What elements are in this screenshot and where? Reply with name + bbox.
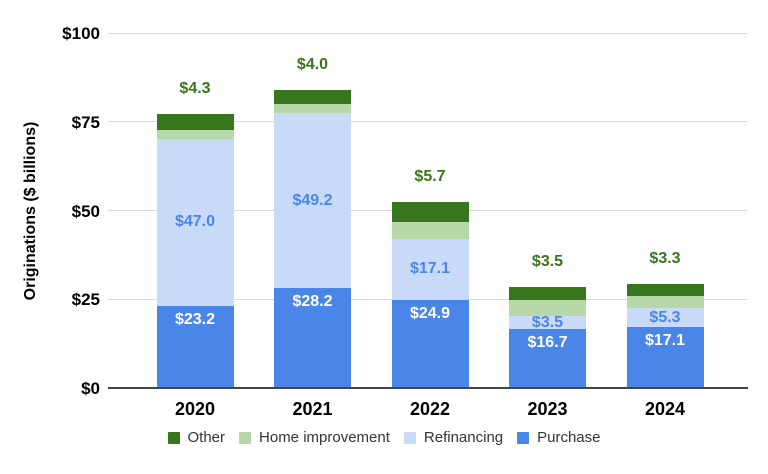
other-value-label: $4.3: [179, 80, 211, 98]
y-axis-title: Originations ($ billions): [22, 121, 39, 301]
bar-segment-other: [626, 284, 704, 296]
y-tick-label: $75: [71, 112, 100, 132]
y-tick-label: $0: [81, 379, 100, 398]
bar-stack: $23.2 $47.0: [156, 114, 234, 388]
legend-swatch-icon: [167, 431, 180, 444]
bar-segment-home-improvement: [274, 104, 351, 114]
bar-segment-refinancing: $49.2: [274, 113, 351, 288]
other-value-label: $5.7: [414, 167, 446, 185]
segment-value-label: $17.1: [409, 260, 451, 278]
legend-item-refinancing: Refinancing: [403, 429, 504, 446]
legend: Other Home improvement Refinancing Purchase: [0, 430, 768, 445]
bar-segment-refinancing: $17.1: [391, 238, 469, 300]
legend-item-home-improvement: Home improvement: [239, 430, 390, 445]
bar-segment-other: [274, 89, 351, 104]
bar-stack: $28.2 $49.2: [274, 89, 351, 388]
x-tick-label: 2023: [527, 399, 568, 419]
legend-item-other: Other: [167, 429, 226, 446]
x-tick-label: 2021: [292, 399, 333, 419]
bar-segment-refinancing: $47.0: [156, 138, 234, 306]
segment-value-label: $24.9: [409, 304, 451, 322]
bar-group-2023: $16.7 $3.5 $3.5 2023: [489, 33, 607, 418]
bar-segment-other: [509, 287, 586, 300]
legend-swatch-icon: [517, 431, 530, 444]
gridline: [108, 32, 747, 34]
other-value-label: $3.3: [649, 250, 681, 267]
segment-value-label: $5.3: [649, 308, 681, 326]
bar-segment-other: [391, 201, 469, 222]
legend-swatch-icon: [239, 431, 252, 444]
bar-stack: $16.7 $3.5: [509, 287, 586, 388]
legend-label: Other: [187, 429, 226, 446]
segment-value-label: $23.2: [174, 310, 216, 328]
bar-segment-purchase: $28.2: [274, 287, 351, 388]
x-tick-label: 2024: [644, 399, 686, 419]
y-tick-label: $100: [62, 24, 100, 43]
bar-stack: $24.9 $17.1: [391, 201, 469, 388]
legend-label: Home improvement: [259, 429, 390, 446]
bar-group-2024: $17.1 $5.3 $3.3 2024: [606, 33, 724, 418]
bar-segment-purchase: $17.1: [626, 327, 704, 388]
bar-segment-refinancing: $3.5: [509, 313, 586, 331]
segment-value-label: $49.2: [292, 191, 333, 209]
y-tick-label: $50: [71, 201, 100, 221]
other-value-label: $4.0: [296, 55, 329, 73]
bar-segment-other: [156, 114, 234, 130]
bar-segment-home-improvement: [626, 295, 704, 309]
gridline: [108, 121, 747, 123]
bar-segment-purchase: $24.9: [391, 299, 469, 388]
x-tick-label: 2020: [174, 399, 216, 419]
bar-segment-refinancing: $5.3: [626, 308, 704, 328]
legend-label: Purchase: [537, 429, 601, 446]
bar-segment-home-improvement: [509, 299, 586, 317]
plot-area: $23.2 $47.0 $4.3 2020 $28.2 $49.2 $4.0 2021 $24.…: [108, 32, 748, 418]
y-tick-label: $25: [71, 290, 100, 310]
x-tick-label: 2022: [409, 399, 451, 419]
x-axis-line: [108, 387, 748, 389]
bar-segment-purchase: $16.7: [509, 328, 586, 388]
legend-item-purchase: Purchase: [517, 429, 601, 446]
bar-segment-home-improvement: [156, 129, 234, 139]
legend-label: Refinancing: [423, 429, 504, 446]
segment-value-label: $28.2: [292, 292, 333, 310]
segment-value-label: $16.7: [527, 333, 568, 351]
bar-segment-purchase: $23.2: [156, 305, 234, 388]
bar-group-2021: $28.2 $49.2 $4.0 2021: [254, 33, 372, 418]
bar-group-2022: $24.9 $17.1 $5.7 2022: [371, 33, 489, 418]
other-value-label: $3.5: [531, 253, 564, 271]
segment-value-label: $47.0: [174, 213, 216, 231]
legend-swatch-icon: [403, 431, 416, 444]
segment-value-label: $17.1: [644, 332, 686, 350]
bar-group-2020: $23.2 $47.0 $4.3 2020: [136, 33, 254, 418]
bar-stack: $17.1 $5.3: [626, 284, 704, 388]
bar-segment-home-improvement: [391, 221, 469, 239]
segment-value-label: $3.5: [531, 313, 564, 331]
